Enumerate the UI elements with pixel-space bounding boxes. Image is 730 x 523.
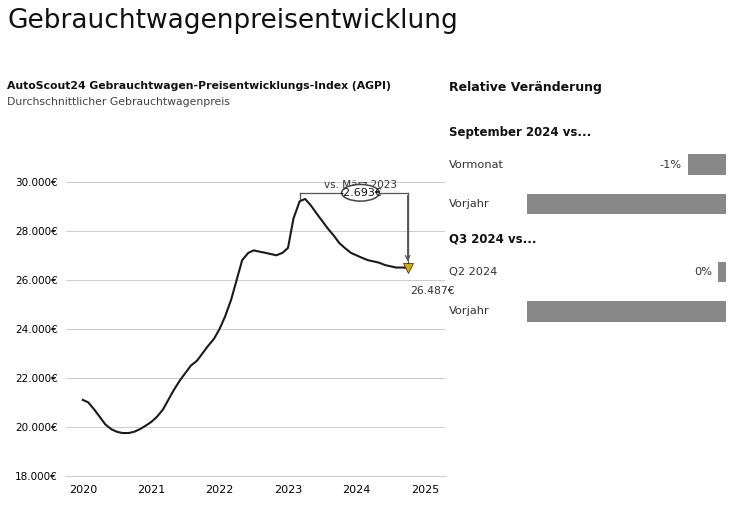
Text: Relative Veränderung: Relative Veränderung [449,81,602,94]
Text: September 2024 vs...: September 2024 vs... [449,126,591,139]
Text: Vorjahr: Vorjahr [449,306,490,316]
Text: -2.693€: -2.693€ [339,188,382,198]
Text: -1%: -1% [659,160,682,170]
Text: Durchschnittlicher Gebrauchtwagenpreis: Durchschnittlicher Gebrauchtwagenpreis [7,97,230,107]
Text: Q2 2024: Q2 2024 [449,267,497,277]
Text: AutoScout24 Gebrauchtwagen-Preisentwicklungs-Index (AGPI): AutoScout24 Gebrauchtwagen-Preisentwickl… [7,81,391,91]
Text: 26.487€: 26.487€ [410,286,455,296]
Text: Gebrauchtwagenpreisentwicklung: Gebrauchtwagenpreisentwicklung [7,8,458,34]
Text: -5%: -5% [615,306,639,316]
Text: Q3 2024 vs...: Q3 2024 vs... [449,233,537,246]
Text: vs. März 2023: vs. März 2023 [324,180,397,190]
Ellipse shape [342,185,380,201]
Text: 0%: 0% [694,267,712,277]
Text: Vormonat: Vormonat [449,160,504,170]
Text: -5%: -5% [615,199,639,209]
Text: Vorjahr: Vorjahr [449,199,490,209]
